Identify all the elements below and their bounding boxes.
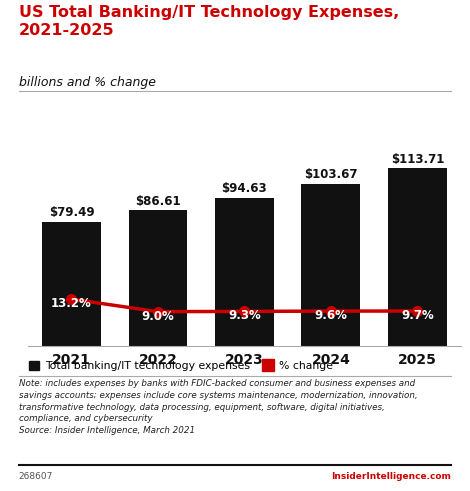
Text: $86.61: $86.61: [135, 195, 181, 208]
Text: $94.63: $94.63: [221, 183, 267, 195]
Bar: [128, 211, 188, 346]
Text: 268607: 268607: [19, 472, 53, 481]
Bar: [42, 221, 101, 346]
Text: 13.2%: 13.2%: [51, 297, 92, 310]
Text: $79.49: $79.49: [48, 206, 94, 219]
Text: US Total Banking/IT Technology Expenses,
2021-2025: US Total Banking/IT Technology Expenses,…: [19, 5, 399, 38]
Bar: [301, 184, 360, 346]
Bar: [215, 198, 274, 346]
Text: $113.71: $113.71: [391, 153, 444, 165]
Text: InsiderIntelligence.com: InsiderIntelligence.com: [331, 472, 451, 481]
Bar: [388, 168, 447, 346]
Text: 9.7%: 9.7%: [401, 309, 434, 322]
Text: billions and % change: billions and % change: [19, 76, 156, 89]
Text: $103.67: $103.67: [304, 168, 358, 181]
Text: 9.0%: 9.0%: [141, 310, 174, 323]
Text: 9.6%: 9.6%: [314, 309, 347, 322]
Text: 9.3%: 9.3%: [228, 309, 261, 323]
Text: Note: includes expenses by banks with FDIC-backed consumer and business expenses: Note: includes expenses by banks with FD…: [19, 379, 417, 435]
Legend: Total banking/IT technology expenses, % change: Total banking/IT technology expenses, % …: [24, 356, 337, 376]
